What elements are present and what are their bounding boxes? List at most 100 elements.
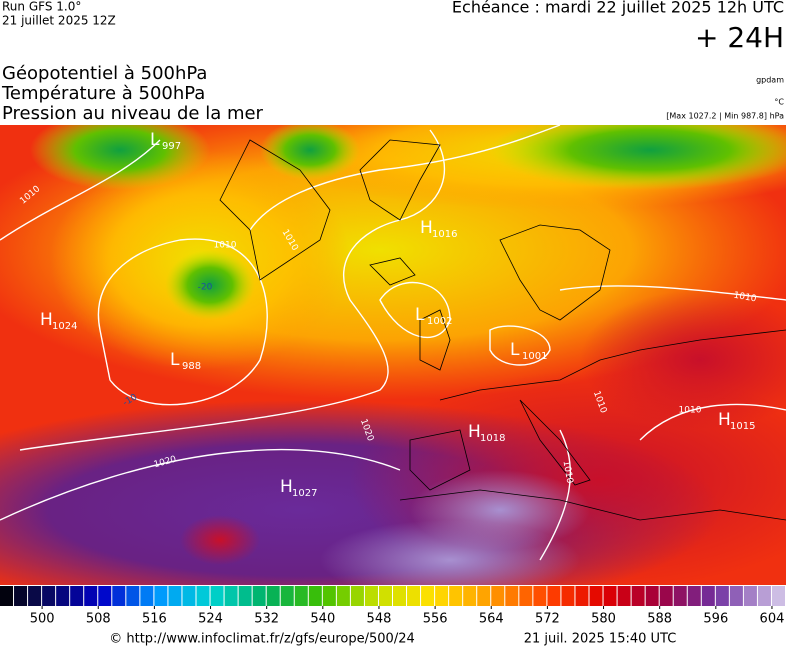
unit-label: gpdam [756, 76, 784, 85]
colorbar-swatch [687, 586, 701, 606]
colorbar-tick-label: 596 [703, 612, 728, 627]
colorbar-swatch [393, 586, 407, 606]
colorbar-swatch [224, 586, 238, 606]
colorbar-swatch [435, 586, 449, 606]
coastlines [219, 139, 786, 521]
colorbar-swatch [771, 586, 785, 606]
colorbar-tick-label: 564 [479, 612, 504, 627]
forecast-valid-time: Echéance : mardi 22 juillet 2025 12h UTC [452, 0, 784, 17]
colorbar-swatch [98, 586, 112, 606]
contour-label: 1010 [561, 460, 575, 485]
lead-time: + 24H [695, 21, 784, 54]
colorbar-swatch [42, 586, 56, 606]
colorbar-swatch [589, 586, 603, 606]
pressure-value: 1016 [432, 229, 457, 240]
title-line: Température à 500hPa [1, 83, 205, 104]
colorbar-swatch [505, 586, 519, 606]
colorbar-swatch [84, 586, 98, 606]
pressure-value: 1018 [480, 433, 505, 444]
colorbar-swatch [336, 586, 350, 606]
colorbar-swatch [673, 586, 687, 606]
pressure-letter: H [718, 410, 731, 430]
colorbar-swatch [491, 586, 505, 606]
colorbar-swatch [210, 586, 224, 606]
colorbar-swatch [659, 586, 673, 606]
title-line: Pression au niveau de la mer [2, 103, 264, 124]
colorbar-swatch [603, 586, 617, 606]
colorbar: 500 508 516 524 532 540 548 556 564 572 580 588 596 6… [0, 586, 785, 627]
colorbar-swatch [364, 586, 378, 606]
pressure-value: 1024 [52, 321, 77, 332]
pressure-letter: L [510, 340, 520, 360]
colorbar-swatch [407, 586, 421, 606]
colorbar-tick-label: 556 [423, 612, 448, 627]
colorbar-swatch [70, 586, 84, 606]
colorbar-swatch [729, 586, 743, 606]
colorbar-swatch [14, 586, 28, 606]
colorbar-swatch [280, 586, 294, 606]
colorbar-swatch [561, 586, 575, 606]
unit-label: °C [774, 98, 784, 107]
pressure-value: 1001 [522, 351, 547, 362]
pressure-value: 988 [182, 361, 201, 372]
pressure-value: 997 [162, 141, 181, 152]
source-url: © http://www.infoclimat.fr/z/gfs/europe/… [109, 632, 415, 647]
generated-time: 21 juil. 2025 15:40 UTC [524, 632, 677, 647]
colorbar-tick-label: 540 [310, 612, 335, 627]
colorbar-swatch [743, 586, 757, 606]
colorbar-swatch [182, 586, 196, 606]
colorbar-swatch [140, 586, 154, 606]
colorbar-swatch [252, 586, 266, 606]
colorbar-swatch [294, 586, 308, 606]
pressure-value: 1002 [427, 316, 452, 327]
colorbar-tick-label: 508 [86, 612, 111, 627]
contour-label: 1010 [733, 291, 758, 305]
colorbar-swatch [519, 586, 533, 606]
pressure-letter: H [468, 422, 481, 442]
colorbar-swatch [757, 586, 771, 606]
colorbar-swatch [56, 586, 70, 606]
colorbar-tick-label: 588 [647, 612, 672, 627]
colorbar-tick-label: 548 [367, 612, 392, 627]
pressure-letter: H [420, 218, 433, 238]
colorbar-swatch [28, 586, 42, 606]
colorbar-swatch [322, 586, 336, 606]
colorbar-swatch [0, 586, 14, 606]
colorbar-tick-label: 532 [254, 612, 279, 627]
run-date: 21 juillet 2025 12Z [2, 14, 116, 28]
colorbar-swatch [547, 586, 561, 606]
colorbar-swatch [645, 586, 659, 606]
colorbar-tick-label: 516 [142, 612, 167, 627]
pressure-letter: L [170, 350, 180, 370]
contour-label: 1010 [679, 406, 702, 416]
colorbar-swatch [266, 586, 280, 606]
colorbar-swatch [378, 586, 392, 606]
colorbar-swatch [308, 586, 322, 606]
colorbar-tick-label: 604 [760, 612, 785, 627]
colorbar-swatch [533, 586, 547, 606]
colorbar-swatch [168, 586, 182, 606]
colorbar-swatch [477, 586, 491, 606]
pressure-letter: L [150, 130, 160, 150]
colorbar-swatch [238, 586, 252, 606]
colorbar-tick-label: 580 [591, 612, 616, 627]
colorbar-swatch [126, 586, 140, 606]
colorbar-swatch [575, 586, 589, 606]
map-field [0, 125, 786, 585]
pressure-letter: H [40, 310, 53, 330]
colorbar-tick-label: 572 [535, 612, 560, 627]
pressure-letter: L [415, 305, 425, 325]
colorbar-swatch [196, 586, 210, 606]
colorbar-swatch [421, 586, 435, 606]
run-label: Run GFS 1.0° [2, 0, 81, 14]
colorbar-swatch [715, 586, 729, 606]
colorbar-swatch [463, 586, 477, 606]
colorbar-tick-label: 500 [30, 612, 55, 627]
title-line: Géopotentiel à 500hPa [2, 63, 207, 84]
colorbar-swatch [449, 586, 463, 606]
isobars [0, 125, 786, 561]
colorbar-tick-label: 524 [198, 612, 223, 627]
colorbar-swatch [631, 586, 645, 606]
